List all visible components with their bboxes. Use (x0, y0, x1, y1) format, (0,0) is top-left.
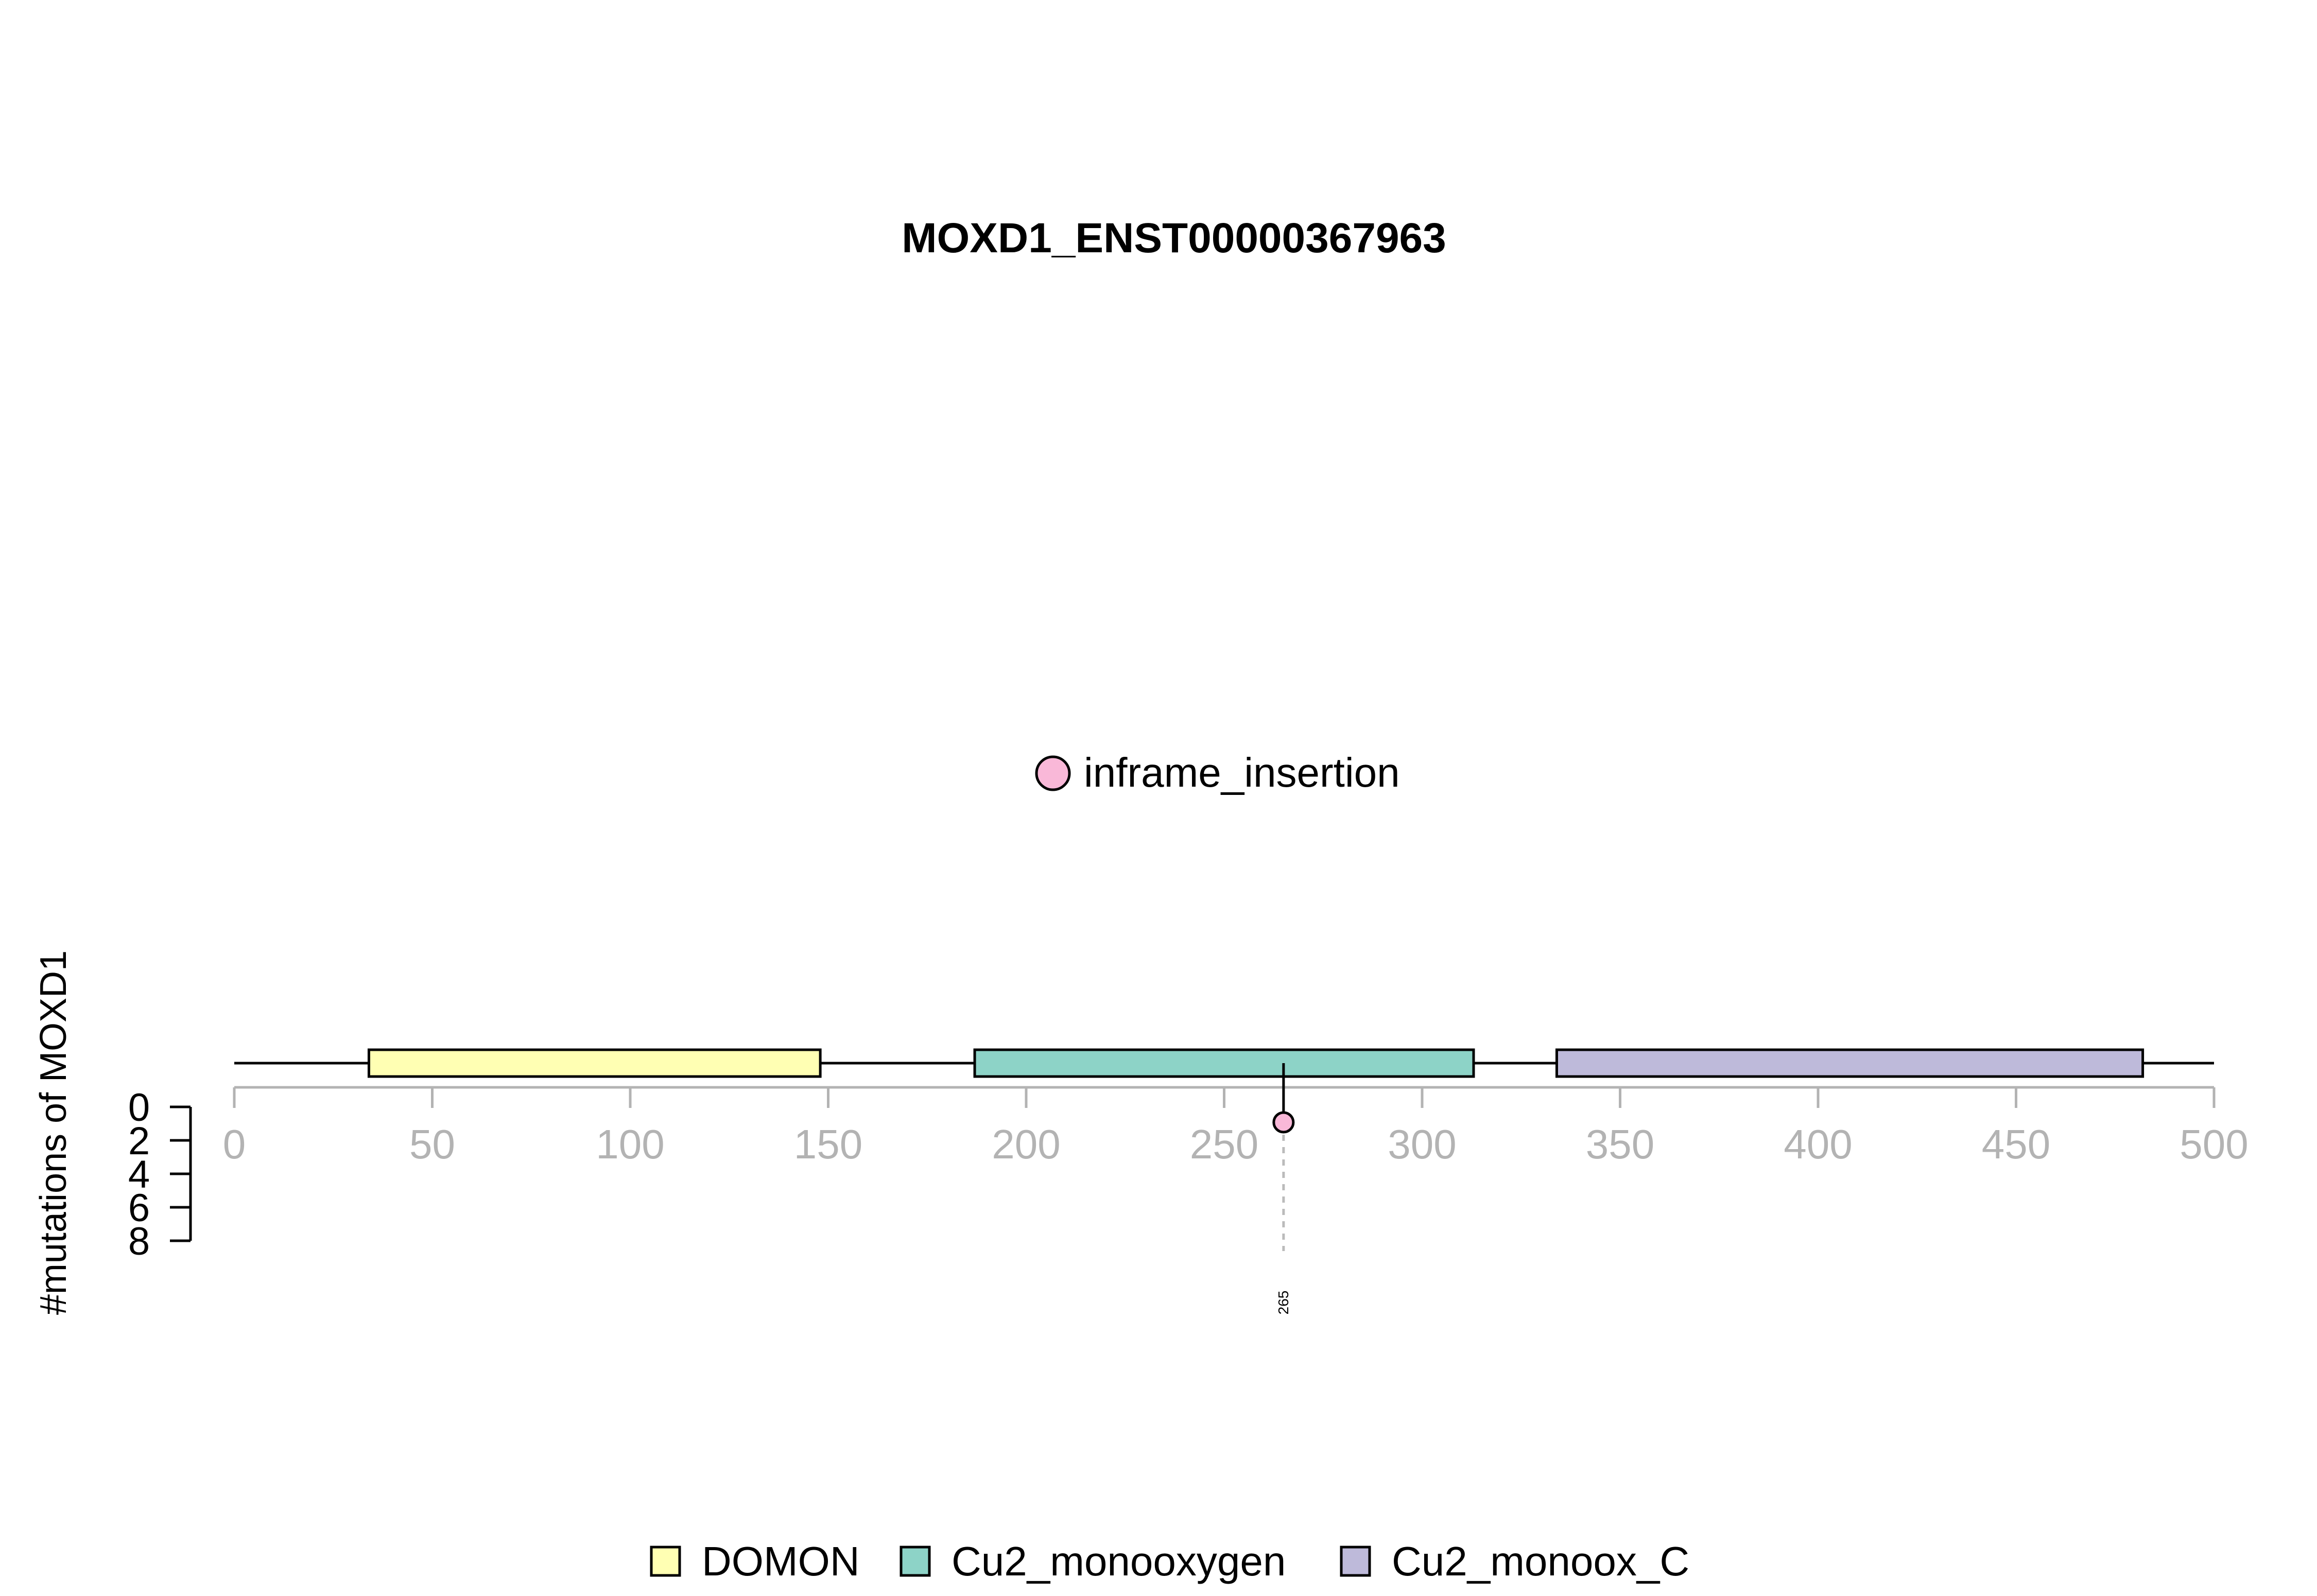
x-tick-label: 150 (794, 1121, 862, 1167)
domain-cu2-monoox-c (1555, 1048, 2145, 1078)
domain-cu2-monooxygen (973, 1048, 1475, 1078)
mutation-point (1272, 1111, 1295, 1134)
x-tick-label: 50 (409, 1121, 455, 1167)
y-tick-label: 2 (128, 1119, 150, 1163)
chart-title: MOXD1_ENST00000367963 (902, 215, 1446, 262)
x-tick-label: 450 (1982, 1121, 2050, 1167)
domain-legend-swatch (650, 1546, 681, 1577)
x-tick-label: 300 (1388, 1121, 1456, 1167)
x-tick-label: 350 (1586, 1121, 1654, 1167)
x-tick-label: 500 (2180, 1121, 2248, 1167)
mutation-position-label: 265 (1275, 1291, 1291, 1315)
x-tick-label: 200 (992, 1121, 1060, 1167)
domain-layer (367, 1048, 2145, 1078)
domain-legend-label: DOMON (702, 1538, 860, 1584)
domain-legend-swatch (900, 1546, 931, 1577)
domain-domon (367, 1048, 822, 1078)
x-tick-label: 0 (223, 1121, 246, 1167)
x-tick-label: 100 (596, 1121, 664, 1167)
y-tick-label: 8 (128, 1220, 150, 1263)
y-tick-label: 0 (128, 1086, 150, 1130)
mutation-legend-label: inframe_insertion (1084, 750, 1400, 795)
x-axis: 0 50 100 150 200 250 300 350 400 450 500 (223, 1086, 2249, 1167)
y-tick-label: 4 (128, 1153, 150, 1196)
y-axis-label: #mutations of MOXD1 (33, 950, 74, 1315)
domain-legend-swatch (1340, 1546, 1371, 1577)
x-tick-label: 250 (1190, 1121, 1258, 1167)
mutation-layer: 265 (1272, 1063, 1295, 1315)
domain-legend-label: Cu2_monooxygen (952, 1538, 1286, 1584)
domain-legend: DOMON Cu2_monooxygen Cu2_monoox_C (650, 1538, 1689, 1584)
domain-legend-label: Cu2_monoox_C (1392, 1538, 1689, 1584)
mutation-legend-marker (1035, 755, 1071, 791)
x-tick-label: 400 (1784, 1121, 1852, 1167)
y-tick-label: 6 (128, 1186, 150, 1230)
mutation-legend: inframe_insertion (1035, 750, 1400, 795)
